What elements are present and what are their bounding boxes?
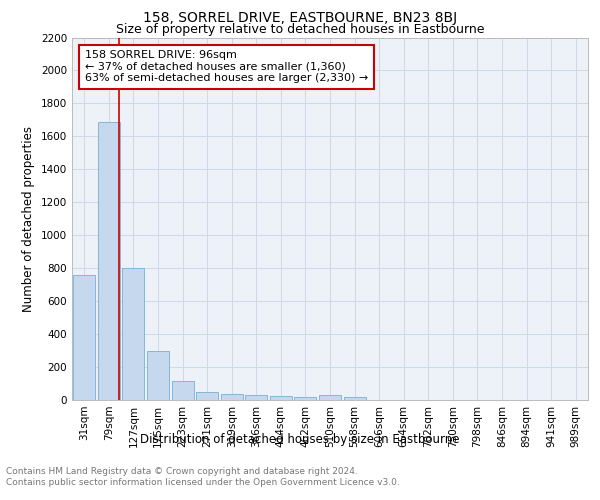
Text: 158, SORREL DRIVE, EASTBOURNE, BN23 8BJ: 158, SORREL DRIVE, EASTBOURNE, BN23 8BJ bbox=[143, 11, 457, 25]
Text: Contains HM Land Registry data © Crown copyright and database right 2024.
Contai: Contains HM Land Registry data © Crown c… bbox=[6, 468, 400, 487]
Text: 158 SORREL DRIVE: 96sqm
← 37% of detached houses are smaller (1,360)
63% of semi: 158 SORREL DRIVE: 96sqm ← 37% of detache… bbox=[85, 50, 368, 84]
Bar bbox=[221, 394, 243, 400]
Y-axis label: Number of detached properties: Number of detached properties bbox=[22, 126, 35, 312]
Bar bbox=[270, 396, 292, 400]
Bar bbox=[245, 395, 268, 400]
Bar bbox=[73, 275, 95, 400]
Text: Size of property relative to detached houses in Eastbourne: Size of property relative to detached ho… bbox=[116, 22, 484, 36]
Bar bbox=[147, 350, 169, 400]
Bar bbox=[98, 122, 120, 400]
Bar bbox=[172, 381, 194, 400]
Text: Distribution of detached houses by size in Eastbourne: Distribution of detached houses by size … bbox=[140, 432, 460, 446]
Bar bbox=[196, 392, 218, 400]
Bar bbox=[122, 268, 145, 400]
Bar bbox=[344, 396, 365, 400]
Bar bbox=[319, 395, 341, 400]
Bar bbox=[295, 396, 316, 400]
